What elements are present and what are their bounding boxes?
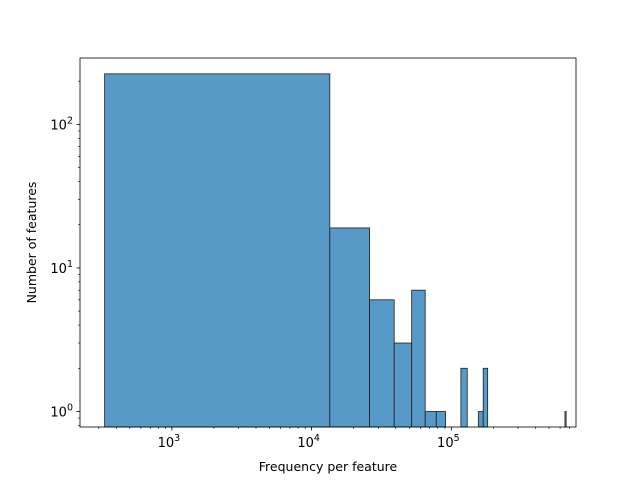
histogram-bar — [393, 342, 413, 428]
histogram-bar — [411, 289, 426, 428]
x-axis-ticks: 103 104 105 — [98, 427, 570, 451]
y-tick-label: 101 — [50, 259, 73, 277]
histogram-bar — [369, 299, 395, 428]
histogram-bar — [477, 411, 484, 428]
x-tick-label: 103 — [158, 433, 181, 451]
plot-frame — [79, 57, 577, 428]
x-axis-label: Frequency per feature — [259, 459, 398, 474]
bars-layer — [104, 73, 567, 428]
histogram-bar — [460, 367, 468, 428]
histogram-bar — [435, 411, 447, 428]
histogram-bar — [329, 227, 371, 428]
histogram-bar — [482, 367, 489, 428]
y-tick-label: 100 — [50, 403, 73, 421]
histogram-bar — [424, 411, 437, 428]
x-tick-label: 104 — [297, 433, 320, 451]
y-tick-label: 102 — [50, 115, 73, 133]
y-axis-ticks: 100 101 102 — [50, 80, 80, 426]
x-tick-label: 105 — [437, 433, 460, 451]
histogram-bar — [564, 411, 567, 428]
y-axis-label: Number of features — [24, 182, 39, 304]
histogram-bar — [104, 73, 331, 428]
